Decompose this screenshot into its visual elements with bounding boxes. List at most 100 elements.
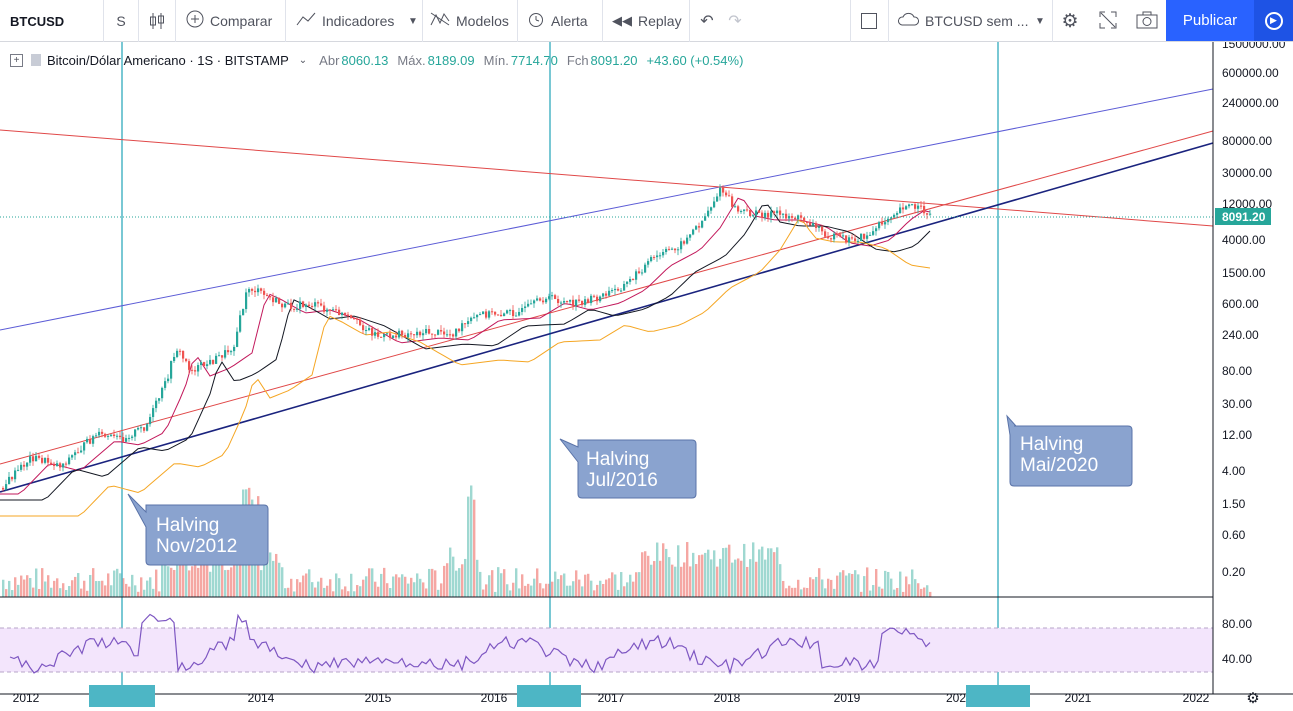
volume-bar [860, 591, 863, 597]
candle [671, 247, 674, 251]
volume-bar [437, 589, 440, 597]
volume-bar [404, 576, 407, 597]
price-axis[interactable]: 1500000.00 600000.00 240000.00 80000.00 3000… [1212, 42, 1286, 694]
candle [47, 454, 50, 467]
candle [593, 294, 596, 299]
undo-button[interactable]: ↶ [697, 0, 717, 42]
volume-bar [689, 566, 692, 597]
candle [56, 460, 59, 467]
candle [731, 193, 734, 208]
volume-bar [710, 559, 713, 597]
layout-button[interactable]: BTCUSD sem ... [897, 0, 1028, 42]
indicators-dropdown[interactable]: ▼ [404, 0, 422, 42]
candle [587, 297, 590, 304]
close-label: Fch [566, 52, 589, 68]
volume-bar [380, 573, 383, 597]
rsi-band [0, 628, 1213, 672]
publish-button[interactable]: Publicar [1166, 0, 1254, 41]
candle [755, 206, 758, 221]
volume-bar [497, 567, 500, 597]
candle [734, 203, 737, 208]
volume-bar [626, 582, 629, 597]
volume-bar [833, 588, 836, 597]
candle [266, 293, 269, 297]
volume-bar [416, 573, 419, 597]
volume-bar [485, 584, 488, 597]
candle [8, 472, 11, 485]
candle [896, 211, 899, 219]
alert-button[interactable]: Alerta [527, 0, 588, 42]
volume-bar [23, 579, 26, 597]
compare-button[interactable]: Comparar [186, 0, 272, 42]
price-axis-label: 4.00 [1222, 464, 1246, 478]
play-button[interactable]: ▶ [1254, 0, 1293, 41]
candle [689, 234, 692, 241]
axis-settings-gear-icon[interactable]: ⚙ [1246, 690, 1259, 707]
candle [326, 307, 329, 316]
candle [236, 327, 239, 348]
volume-bar [173, 569, 176, 597]
volume-bar [269, 552, 272, 597]
candle [62, 463, 65, 472]
volume-bar [473, 499, 476, 597]
volume-bar [323, 587, 326, 597]
candle [746, 205, 749, 212]
candle [761, 210, 764, 222]
volume-bar [68, 586, 71, 597]
expand-legend-icon[interactable]: + [10, 53, 23, 67]
fullscreen-toggle[interactable] [858, 0, 880, 42]
volume-bar [440, 583, 443, 597]
candle [578, 294, 581, 303]
volume-bar [188, 570, 191, 597]
volume-bar [470, 485, 473, 597]
chart-canvas[interactable]: Halving Nov/2012 Halving Jul/2016 Halvin… [0, 42, 1293, 711]
candle [767, 210, 770, 222]
time-axis-label: 2017 [598, 691, 625, 705]
candle [170, 360, 173, 384]
rsi-axis-80: 80.00 [1222, 617, 1252, 631]
replay-button[interactable]: ◀◀ Replay [612, 0, 682, 42]
price-axis-label: 12.00 [1222, 428, 1252, 442]
layout-dropdown[interactable]: ▼ [1032, 0, 1048, 42]
dropdown-icon[interactable]: ⌄ [298, 54, 308, 66]
candle [53, 461, 56, 470]
candle [491, 308, 494, 315]
candle [191, 365, 194, 375]
redo-button[interactable]: ↷ [725, 0, 745, 42]
candle [866, 231, 869, 244]
volume-bar [752, 542, 755, 597]
candle-style-button[interactable] [139, 0, 175, 42]
interval-button[interactable]: S [104, 0, 138, 42]
volume-bar [899, 571, 902, 597]
trend-lines [0, 88, 1214, 493]
snapshot-button[interactable] [1134, 0, 1160, 42]
volume-bar [680, 566, 683, 597]
volume-bar [107, 573, 110, 597]
volume-bar [185, 565, 188, 597]
compare-label: Comparar [210, 13, 273, 29]
candle [719, 184, 722, 201]
settings-button[interactable]: ⚙ [1058, 0, 1082, 42]
volume-bar [827, 578, 830, 597]
candle [707, 206, 710, 217]
volume-bar [797, 579, 800, 597]
expand-button[interactable] [1096, 0, 1120, 42]
volume-bar [158, 591, 161, 597]
volume-bar [515, 568, 518, 597]
indicators-button[interactable]: Indicadores [296, 0, 394, 42]
volume-bar [134, 585, 137, 597]
templates-button[interactable]: Modelos [430, 0, 509, 42]
candle [506, 309, 509, 315]
time-axis[interactable]: 201229 Out '12320142015201627 Jun '16201… [0, 685, 1293, 707]
candle [929, 209, 932, 217]
candle [41, 455, 44, 465]
flag-icon[interactable] [31, 54, 41, 66]
support-line [0, 142, 1214, 493]
volume-bar [482, 589, 485, 597]
symbol-search[interactable]: BTCUSD [0, 0, 103, 42]
volume-bar [299, 582, 302, 597]
candle [686, 234, 689, 245]
candle [431, 333, 434, 339]
volume-bar [920, 588, 923, 597]
candle [539, 297, 542, 302]
